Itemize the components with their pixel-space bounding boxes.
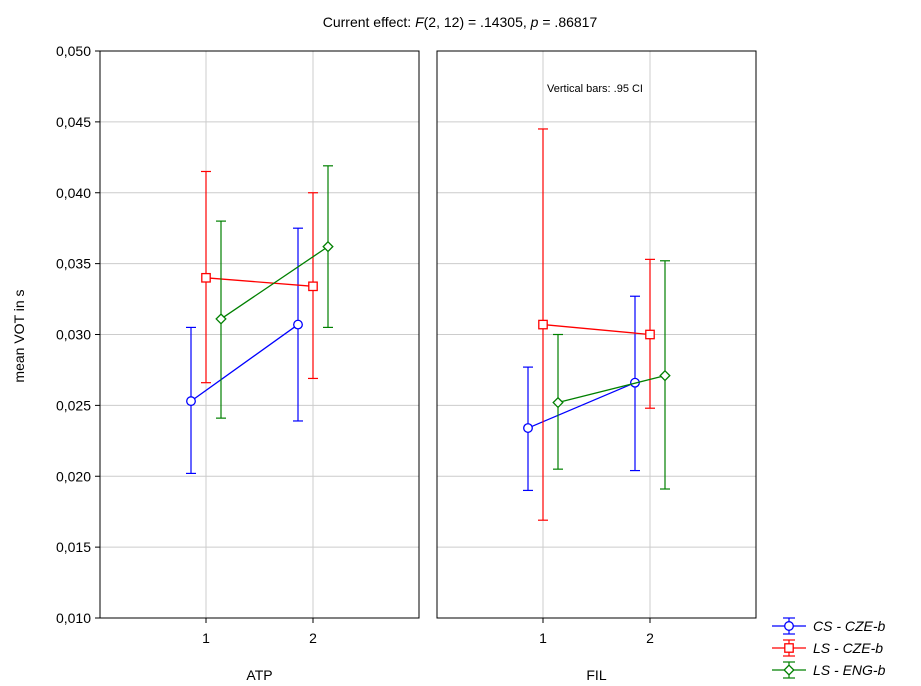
series-line xyxy=(557,374,666,404)
legend-marker xyxy=(784,621,794,631)
data-point xyxy=(293,319,303,330)
y-tick-label: 0,050 xyxy=(56,43,91,59)
data-point xyxy=(523,423,533,434)
series-line xyxy=(220,246,329,320)
y-tick-label: 0,010 xyxy=(56,610,91,626)
legend-item: CS - CZE-b xyxy=(772,617,886,635)
data-point xyxy=(215,313,227,325)
panel-label: FIL xyxy=(586,667,606,683)
data-point xyxy=(186,396,196,407)
series-ls-eng-b xyxy=(552,260,671,490)
y-tick-label: 0,025 xyxy=(56,397,91,413)
y-tick-label: 0,030 xyxy=(56,327,91,343)
plot-frame xyxy=(436,50,757,619)
series-line xyxy=(542,323,651,336)
x-tick-label: 2 xyxy=(646,630,654,646)
y-tick-label: 0,045 xyxy=(56,114,91,130)
annotation: Vertical bars: .95 CI xyxy=(547,83,643,95)
panel-atp: 1 2 ATP 0,010 0,015 0,020 0,025 0,030 0,035 0,040… xyxy=(56,43,420,683)
series-ls-eng-b xyxy=(215,165,334,419)
series-ls-cze-b xyxy=(201,170,318,384)
legend-item: LS - ENG-b xyxy=(772,661,886,679)
panel-fil: 1 2 FIL Vertical bars: .95 CI xyxy=(436,50,757,683)
panel-label: ATP xyxy=(246,667,272,683)
x-tick-label: 1 xyxy=(202,630,210,646)
legend-item: LS - CZE-b xyxy=(772,639,883,657)
x-tick-label: 2 xyxy=(309,630,317,646)
y-axis-label: mean VOT in s xyxy=(11,289,27,382)
series-cs-cze-b xyxy=(186,227,303,475)
legend: CS - CZE-b LS - CZE-b LS - ENG-b xyxy=(772,617,886,679)
legend-marker xyxy=(783,664,795,676)
x-tick-label: 1 xyxy=(539,630,547,646)
series-line xyxy=(190,324,299,402)
data-point xyxy=(322,240,334,253)
chart-title: Current effect: F(2, 12) = .14305, p = .… xyxy=(323,14,598,30)
y-tick-label: 0,015 xyxy=(56,539,91,555)
legend-label: LS - CZE-b xyxy=(813,640,883,656)
legend-label: LS - ENG-b xyxy=(813,662,886,678)
series-line xyxy=(205,277,314,287)
data-point xyxy=(659,369,671,382)
series-ls-cze-b xyxy=(538,128,655,521)
data-point xyxy=(538,319,548,330)
y-tick-label: 0,035 xyxy=(56,256,91,272)
y-tick-label: 0,040 xyxy=(56,185,91,201)
data-point xyxy=(308,281,318,292)
series-line xyxy=(527,382,636,429)
legend-marker xyxy=(784,643,794,653)
data-point xyxy=(645,329,655,340)
y-tick-label: 0,020 xyxy=(56,468,91,484)
data-point xyxy=(552,396,564,409)
legend-label: CS - CZE-b xyxy=(813,618,886,634)
data-point xyxy=(201,272,211,283)
